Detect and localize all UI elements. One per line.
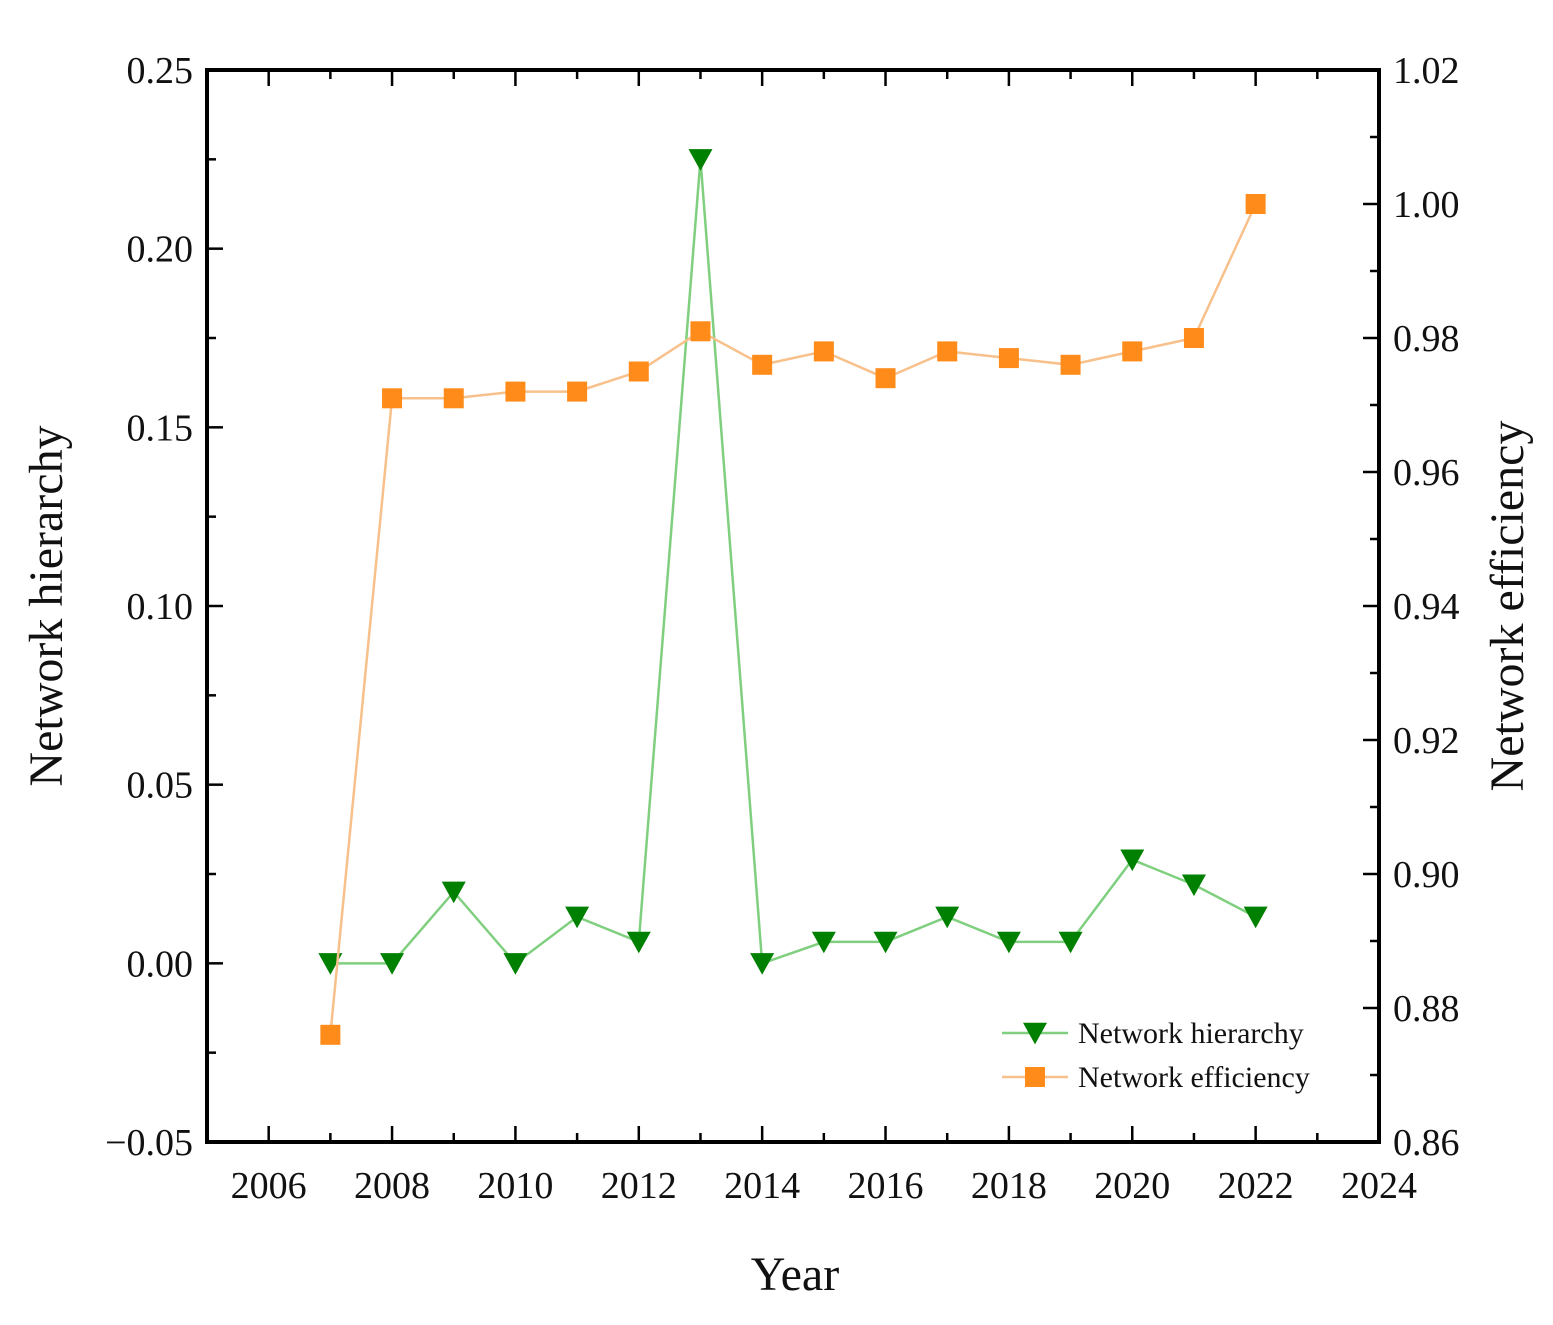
- network-hierarchy-point: [380, 953, 405, 975]
- x-tick-label: 2006: [231, 1165, 307, 1207]
- x-tick-label: 2012: [601, 1165, 677, 1207]
- network-hierarchy-point: [811, 931, 836, 954]
- left-y-tick-label: 0.15: [127, 407, 194, 449]
- right-y-tick-label: 0.90: [1393, 854, 1460, 896]
- x-tick-label: 2016: [848, 1165, 924, 1207]
- left-y-axis-ticks: −0.05 0.00 0.05 0.10 0.15 0.20 0.25: [105, 50, 223, 1164]
- network-hierarchy-point: [935, 906, 960, 929]
- network-efficiency-point: [567, 381, 588, 402]
- network-hierarchy-point: [1058, 931, 1083, 954]
- x-axis-title: Year: [751, 1248, 839, 1301]
- network-hierarchy-point: [441, 881, 466, 904]
- network-hierarchy-point: [1120, 849, 1145, 872]
- network-hierarchy-line: [330, 159, 1257, 966]
- legend: Network hierarchy Network efficiency: [1002, 1017, 1310, 1094]
- right-y-tick-label: 0.94: [1393, 586, 1460, 628]
- x-tick-label: 2020: [1094, 1165, 1170, 1207]
- plot-frame: [205, 68, 1381, 1144]
- network-hierarchy-point: [750, 953, 775, 975]
- legend-label: Network hierarchy: [1078, 1017, 1304, 1050]
- right-y-tick-label: 0.92: [1393, 720, 1460, 762]
- network-efficiency-point: [320, 1024, 341, 1045]
- left-y-tick-label: 0.00: [127, 943, 194, 985]
- right-y-tick-label: 0.96: [1393, 452, 1460, 494]
- x-tick-label: 2024: [1341, 1165, 1417, 1207]
- x-tick-label: 2008: [354, 1165, 430, 1207]
- right-y-tick-label: 1.02: [1393, 50, 1460, 92]
- right-y-axis-title: Network efficiency: [1481, 421, 1534, 792]
- network-efficiency-line: [329, 203, 1257, 1035]
- left-y-axis-title: Network hierarchy: [20, 425, 73, 786]
- x-tick-label: 2010: [477, 1165, 553, 1207]
- left-y-tick-label: 0.05: [127, 765, 194, 807]
- x-tick-label: 2022: [1218, 1165, 1294, 1207]
- series-network-efficiency: [320, 194, 1266, 1045]
- right-y-tick-label: 0.98: [1393, 318, 1460, 360]
- network-efficiency-point: [813, 341, 834, 362]
- network-efficiency-point: [1060, 354, 1081, 375]
- network-efficiency-point: [690, 321, 711, 342]
- network-efficiency-point: [1183, 328, 1204, 348]
- legend-marker-network-efficiency: [1025, 1067, 1045, 1087]
- right-y-tick-label: 0.86: [1393, 1122, 1460, 1164]
- network-efficiency-point: [443, 388, 464, 409]
- network-hierarchy-point: [996, 931, 1021, 954]
- network-efficiency-point: [382, 388, 403, 409]
- legend-marker-network-hierarchy: [1023, 1022, 1047, 1045]
- left-y-tick-label: −0.05: [105, 1122, 193, 1164]
- left-y-tick-label: 0.20: [127, 229, 194, 271]
- network-hierarchy-point: [503, 953, 528, 975]
- x-tick-label: 2014: [724, 1165, 800, 1207]
- left-y-tick-label: 0.25: [127, 50, 194, 92]
- network-hierarchy-point: [1243, 906, 1268, 929]
- network-hierarchy-point: [1181, 874, 1206, 897]
- right-y-tick-label: 1.00: [1393, 184, 1460, 226]
- plot-area-border: [205, 68, 1381, 1144]
- network-hierarchy-point: [318, 953, 343, 975]
- network-hierarchy-point: [873, 931, 898, 954]
- network-efficiency-point: [752, 354, 773, 375]
- network-efficiency-point: [1122, 341, 1143, 362]
- network-hierarchy-point: [565, 906, 590, 929]
- legend-label: Network efficiency: [1078, 1061, 1310, 1094]
- network-efficiency-point: [628, 361, 649, 382]
- right-y-tick-label: 0.88: [1393, 988, 1460, 1030]
- right-y-axis-ticks: 0.86 0.88 0.90 0.92 0.94 0.96 0.98 1.00 1.02: [1363, 50, 1460, 1164]
- x-axis-ticks: 2006 2008 2010 2012 2014 2016 2018 2020 2022 2024: [231, 70, 1417, 1207]
- network-efficiency-point: [1245, 194, 1266, 214]
- network-efficiency-point: [505, 381, 526, 402]
- network-hierarchy-point: [688, 149, 713, 171]
- network-efficiency-point: [998, 348, 1019, 369]
- series-layer: [318, 149, 1268, 1045]
- left-y-tick-label: 0.10: [127, 586, 194, 628]
- network-hierarchy-point: [626, 931, 651, 954]
- network-efficiency-point: [937, 341, 958, 362]
- series-network-hierarchy: [318, 149, 1268, 975]
- x-tick-label: 2018: [971, 1165, 1047, 1207]
- network-efficiency-point: [875, 368, 896, 389]
